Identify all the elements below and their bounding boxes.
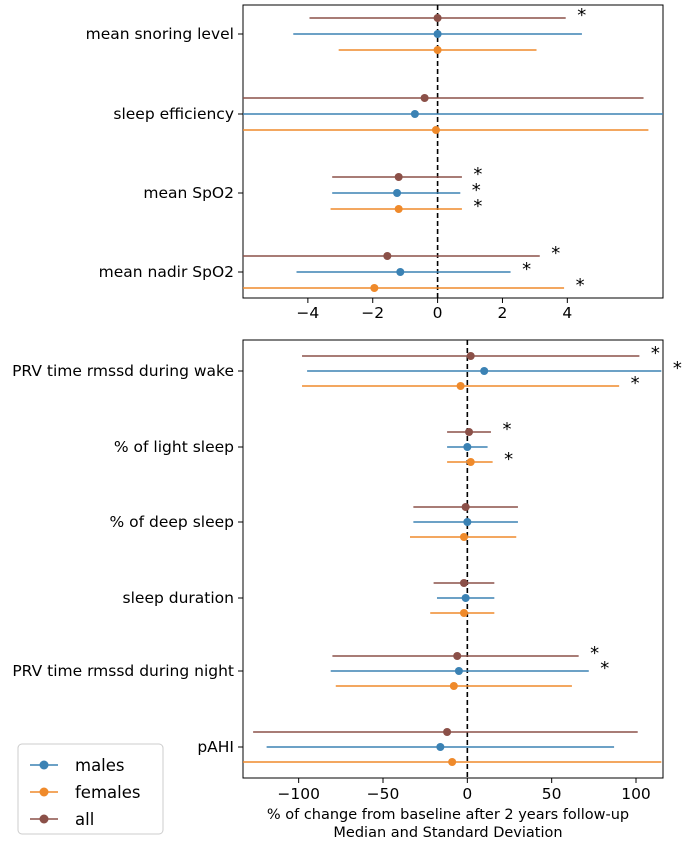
median-point-males	[396, 268, 405, 276]
median-point-males	[393, 189, 402, 197]
median-point-all	[394, 173, 403, 181]
median-point-females	[394, 205, 403, 213]
y-tick-label: sleep efficiency	[113, 105, 234, 123]
significance-star: *	[473, 164, 482, 185]
significance-star: *	[600, 658, 609, 679]
median-point-females	[466, 458, 475, 466]
x-tick-label: 2	[498, 304, 508, 322]
legend-marker-all	[39, 814, 49, 824]
y-tick-label: mean nadir SpO2	[99, 263, 234, 281]
x-axis-label-line2: Median and Standard Deviation	[333, 825, 562, 841]
legend-label-all: all	[75, 810, 94, 829]
median-point-all	[453, 652, 462, 660]
significance-star: *	[590, 643, 599, 664]
median-point-females	[433, 46, 442, 54]
significance-star: *	[472, 180, 481, 201]
median-point-females	[431, 126, 440, 134]
y-tick-label: % of deep sleep	[110, 513, 235, 531]
median-point-all	[383, 252, 392, 260]
y-tick-label: sleep duration	[123, 589, 234, 607]
median-point-females	[459, 533, 468, 541]
y-tick-label: mean snoring level	[86, 25, 234, 43]
y-tick-label: PRV time rmssd during night	[12, 662, 234, 680]
median-point-males	[410, 110, 419, 118]
legend-marker-females	[39, 787, 49, 797]
median-point-males	[454, 667, 463, 675]
significance-star: *	[504, 449, 513, 470]
legend: males females all	[17, 743, 164, 835]
median-point-females	[456, 382, 465, 390]
significance-star: *	[631, 373, 640, 394]
y-tick-label: pAHI	[197, 738, 234, 756]
median-point-males	[463, 518, 472, 526]
x-tick-label: 0	[433, 304, 443, 322]
median-point-males	[433, 30, 442, 38]
significance-star: *	[673, 358, 682, 379]
x-tick-label: 4	[562, 304, 572, 322]
legend-marker-males	[39, 760, 49, 770]
significance-star: *	[577, 5, 586, 26]
median-point-all	[420, 94, 429, 102]
median-point-females	[370, 284, 379, 292]
significance-star: *	[551, 243, 560, 264]
legend-label-males: males	[75, 756, 125, 775]
median-point-females	[448, 758, 457, 766]
top-panel: −4 −2 0 2 4 mean snoring level * sleep efficien…	[86, 4, 664, 322]
x-axis-label-line1: % of change from baseline after 2 years …	[267, 807, 629, 823]
significance-star: *	[576, 275, 585, 296]
y-tick-label: mean SpO2	[143, 184, 234, 202]
significance-star: *	[522, 259, 531, 280]
plot-frame	[242, 339, 664, 779]
median-point-all	[433, 14, 442, 22]
median-point-all	[466, 352, 475, 360]
median-point-all	[461, 503, 470, 511]
significance-star: *	[651, 343, 660, 364]
median-point-females	[459, 609, 468, 617]
significance-star: *	[502, 419, 511, 440]
median-point-all	[465, 428, 474, 436]
bottom-panel: −100 −50 0 50 100 PRV time rmssd during wake *…	[12, 339, 682, 803]
y-tick-label: PRV time rmssd during wake	[12, 362, 234, 380]
median-point-all	[443, 728, 452, 736]
x-tick-label: −2	[361, 304, 384, 322]
median-point-females	[449, 682, 458, 690]
median-point-males	[480, 367, 489, 375]
y-tick-label: % of light sleep	[114, 438, 234, 456]
median-point-males	[463, 443, 472, 451]
x-tick-label: −4	[296, 304, 319, 322]
x-tick-label: −50	[367, 785, 400, 803]
median-point-all	[459, 579, 468, 587]
median-point-males	[461, 594, 470, 602]
plot-frame	[242, 4, 664, 299]
legend-label-females: females	[75, 783, 140, 802]
significance-star: *	[473, 196, 482, 217]
x-tick-label: 100	[621, 785, 651, 803]
x-tick-label: −100	[277, 785, 320, 803]
x-tick-label: 0	[462, 785, 472, 803]
median-point-males	[436, 743, 445, 751]
legend-frame	[17, 743, 164, 835]
x-tick-label: 50	[542, 785, 562, 803]
